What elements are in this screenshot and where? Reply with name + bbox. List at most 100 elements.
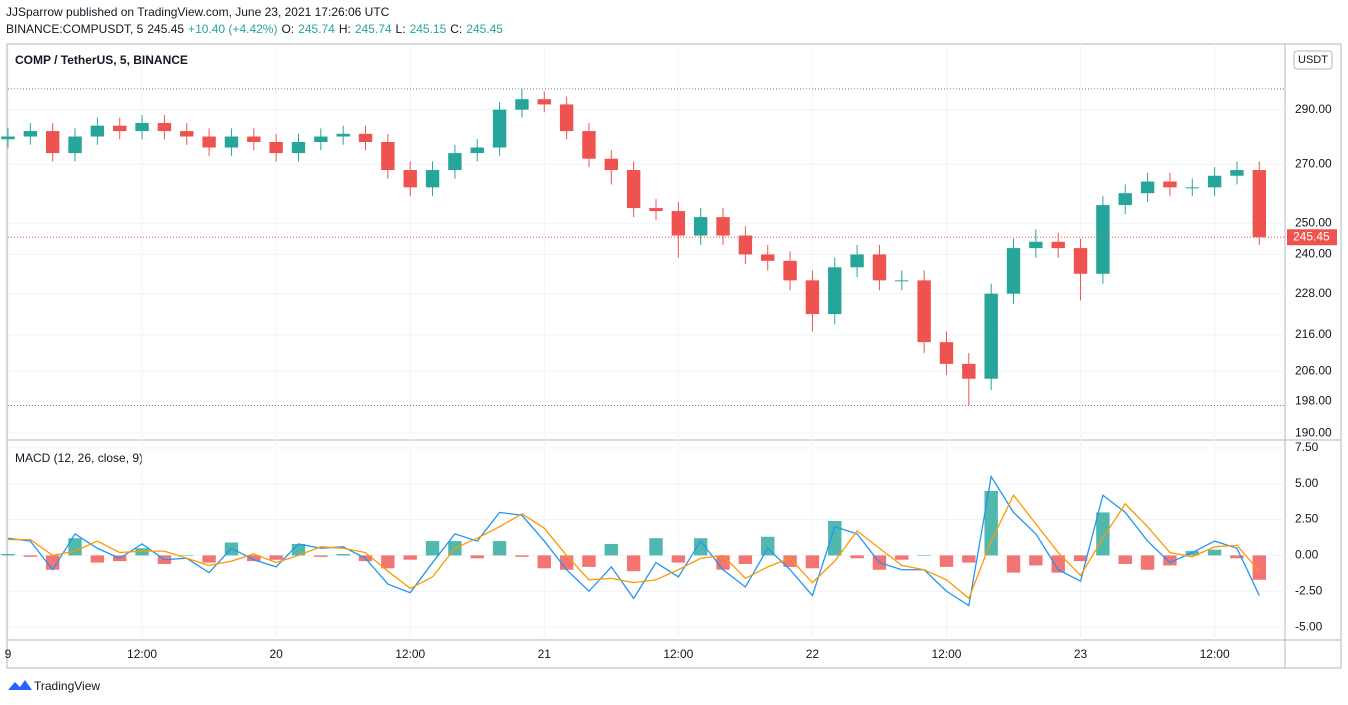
candle-body (828, 267, 842, 315)
l-label: L: (395, 22, 406, 36)
candle-body (805, 280, 820, 315)
histogram-bar (269, 555, 283, 560)
histogram-bar (1252, 555, 1267, 580)
y-tick-label: -5.00 (1295, 619, 1323, 633)
candle-body (783, 260, 797, 281)
candle-body (716, 217, 730, 236)
histogram-bar (314, 555, 328, 557)
histogram-bar (828, 521, 842, 556)
macd-title: MACD (12, 26, close, 9) (15, 451, 143, 465)
y-tick-label: 206.00 (1295, 363, 1332, 377)
histogram-bar (1073, 555, 1088, 562)
candle-body (671, 211, 686, 236)
candle-body (582, 131, 596, 159)
histogram-bar (537, 555, 551, 569)
candle-body (269, 142, 283, 154)
histogram-bar (559, 555, 574, 570)
histogram-bar (425, 541, 440, 556)
candle-body (761, 254, 775, 261)
y-tick-label: 290.00 (1295, 102, 1332, 116)
histogram-bar (1163, 555, 1177, 566)
histogram-bar (783, 555, 797, 567)
candle-body (180, 131, 194, 137)
candle-body (1140, 181, 1155, 194)
y-tick-label: 250.00 (1295, 215, 1332, 229)
candle-body (693, 217, 708, 236)
histogram-bar (23, 555, 38, 557)
histogram-bar (1096, 512, 1110, 556)
o-label: O: (281, 22, 295, 36)
y-tick-label: 216.00 (1295, 327, 1332, 341)
candle-body (23, 131, 38, 137)
candle-body (314, 136, 328, 143)
candle-body (492, 109, 507, 148)
candle-body (917, 280, 931, 343)
x-tick-label: 21 (538, 647, 552, 661)
quote-line: BINANCE:COMPUSDT, 5 245.45 +10.40 (+4.42%)… (6, 22, 507, 36)
c-label: C: (450, 22, 463, 36)
candle-body (872, 254, 887, 281)
x-tick-label: 22 (806, 647, 820, 661)
candle-body (1051, 241, 1065, 249)
candle-body (1185, 187, 1199, 189)
histogram-bar (939, 555, 954, 567)
histogram-bar (850, 555, 864, 559)
candle-body (113, 125, 127, 132)
candle-body (202, 136, 216, 148)
y-tick-label: 190.00 (1295, 425, 1332, 439)
candle-body (1073, 248, 1088, 274)
h: 245.74 (354, 22, 392, 36)
candle-body (1006, 248, 1021, 294)
histogram-bar (1006, 555, 1021, 573)
histogram-bar (895, 555, 909, 560)
h-label: H: (338, 22, 351, 36)
candle-body (135, 122, 149, 132)
x-tick-label: 12:00 (1200, 647, 1230, 661)
y-tick-label: 7.50 (1295, 440, 1319, 454)
histogram-bar (515, 555, 529, 557)
histogram-bar (984, 490, 998, 556)
candle-body (291, 142, 306, 154)
histogram-bar (381, 555, 395, 569)
currency: USDT (1298, 54, 1328, 66)
candle-body (448, 153, 462, 171)
candle-body (425, 170, 440, 188)
histogram-bar (626, 555, 641, 572)
logo (8, 680, 32, 690)
y-tick-label: 228.00 (1295, 286, 1332, 300)
candle-body (649, 208, 663, 212)
histogram-bar (135, 548, 149, 556)
candle-body (850, 254, 864, 268)
candle-body (45, 131, 60, 154)
candle-body (1252, 170, 1267, 238)
candle-body (1163, 181, 1177, 188)
x-tick-label: 12:00 (127, 647, 157, 661)
symbol: BINANCE:COMPUSDT, 5 (6, 22, 144, 36)
publish-line: JJSparrow published on TradingView.com, … (6, 5, 393, 19)
y-tick-label: 0.00 (1295, 548, 1319, 562)
candle-body (515, 99, 529, 110)
candle-body (470, 147, 484, 154)
histogram-bar (917, 555, 931, 556)
candle-body (738, 235, 753, 255)
histogram-bar (582, 555, 596, 567)
candle-body (1029, 241, 1043, 249)
y-tick-label: 240.00 (1295, 247, 1332, 261)
candle-body (1230, 170, 1244, 176)
candle-body (626, 170, 641, 209)
histogram-bar (1118, 555, 1132, 565)
candle-body (381, 142, 395, 171)
histogram-bar (1140, 555, 1155, 570)
histogram-bar (291, 543, 306, 556)
currency-button[interactable] (1293, 50, 1333, 70)
price: 245.45 (147, 22, 185, 36)
candle-body (984, 293, 998, 379)
histogram-bar (1207, 549, 1222, 556)
candle-body (604, 158, 619, 171)
signal-line (8, 493, 1260, 600)
macd-line (7, 474, 1260, 607)
change: +10.40 (+4.42%) (188, 22, 278, 36)
candle-body (962, 363, 976, 379)
